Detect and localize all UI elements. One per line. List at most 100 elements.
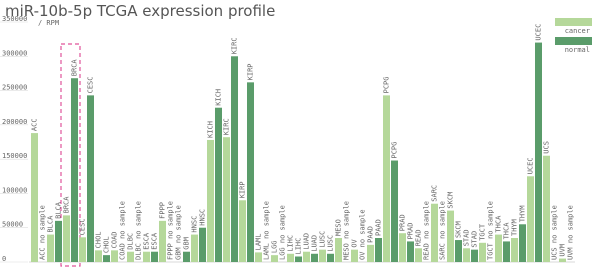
category-name: CESC — [87, 77, 95, 94]
category-name: CHOL — [103, 236, 111, 253]
category-name: TGCT — [487, 242, 495, 260]
bar — [47, 234, 54, 262]
category-name: COAD — [119, 243, 127, 260]
category-name: KICH — [215, 89, 223, 106]
bar-label: THCA — [503, 222, 511, 240]
category-name: STAD — [471, 231, 479, 248]
bar — [391, 160, 398, 262]
category-name: PRAD — [399, 214, 407, 231]
chart-title: miR-10b-5p TCGA expression profile — [5, 2, 275, 20]
bar-label: THYM — [519, 205, 527, 222]
no-sample-note: no sample — [439, 201, 447, 239]
bar-label: TGCT no sample — [487, 201, 495, 260]
bar — [287, 253, 294, 262]
bar-label: PRAD — [399, 214, 407, 231]
category-name: LGG — [271, 240, 279, 253]
category-name: KIRP — [239, 181, 247, 198]
category-name: THCA — [495, 215, 503, 233]
bar-label: CHOL — [103, 236, 111, 253]
category-name: LUAD — [311, 235, 319, 252]
bar — [95, 250, 102, 262]
category-name: KIRC — [231, 37, 239, 54]
category-name: FPPP — [167, 243, 175, 260]
bar — [255, 252, 262, 262]
bar — [319, 249, 326, 262]
category-name: LAML — [263, 243, 271, 260]
category-name: LIHC — [287, 235, 295, 252]
bar — [383, 95, 390, 262]
category-name: LIHC — [295, 238, 303, 255]
bar-label: COAD — [111, 231, 119, 248]
bar-label: KIRP — [247, 63, 255, 80]
bar-label: READ — [415, 229, 423, 246]
bar-label: KIRC — [223, 118, 231, 135]
y-tick-label: 0 — [2, 255, 6, 263]
category-name: BLCA — [55, 201, 63, 219]
bar-label: PAAD — [367, 226, 375, 243]
bar-label: KICH — [215, 89, 223, 106]
bar — [471, 249, 478, 262]
category-name: PRAD — [407, 223, 415, 240]
bar — [335, 238, 342, 262]
category-name: OV — [351, 238, 359, 247]
y-tick-label: 250000 — [2, 84, 27, 92]
category-name: MESO — [343, 243, 351, 260]
bar — [519, 224, 526, 262]
bar — [479, 242, 486, 262]
bar-label: ESCA — [143, 232, 151, 250]
bar — [71, 78, 78, 262]
bar — [295, 256, 302, 262]
y-tick-label: 300000 — [2, 49, 27, 57]
bar-label: UVM — [559, 244, 567, 257]
bar-label: LGG no sample — [279, 205, 287, 260]
bar-label: LAML no sample — [263, 201, 271, 260]
category-name: THYM — [519, 205, 527, 222]
bar-label: HNSC — [199, 209, 207, 226]
y-axis-label: / RPM — [38, 19, 59, 27]
bar-label: BRCA — [71, 59, 79, 77]
bar — [143, 251, 150, 262]
bar-label: STAD — [471, 231, 479, 248]
bar — [455, 240, 462, 262]
category-name: LUAD — [303, 233, 311, 250]
bar — [79, 237, 86, 262]
legend-swatch — [555, 18, 592, 26]
category-name: SARC — [431, 185, 439, 202]
bar-label: STAD — [463, 229, 471, 246]
y-tick-label: 50000 — [2, 221, 23, 229]
bar-label: KIRC — [231, 37, 239, 54]
category-name: BRCA — [71, 59, 79, 77]
category-name: UCEC — [535, 24, 543, 41]
bar — [447, 210, 454, 262]
category-name: READ — [415, 229, 423, 246]
category-name: TGCT — [479, 223, 487, 241]
bar-label: DLBC no sample — [135, 201, 143, 260]
category-name: DLBC — [127, 233, 135, 250]
category-name: DLBC — [135, 243, 143, 260]
bar-label: CESC — [87, 77, 95, 94]
category-name: BRCA — [63, 196, 71, 214]
bar-label: MESO no sample — [343, 201, 351, 260]
bar-label: DLBC — [127, 233, 135, 250]
bar-label: BRCA — [63, 196, 71, 214]
bar-label: CESC — [79, 218, 87, 235]
bar-label: GBM no sample — [175, 205, 183, 260]
bar — [527, 176, 534, 262]
category-name: COAD — [111, 231, 119, 248]
category-name: SKCM — [455, 221, 463, 238]
bar — [87, 95, 94, 262]
bar — [231, 56, 238, 263]
bar-label: UCEC — [527, 157, 535, 174]
category-name: GBM — [175, 247, 183, 260]
category-name: SARC — [439, 243, 447, 260]
bar-label: READ no sample — [423, 201, 431, 260]
bar — [463, 248, 470, 262]
bar-label: LIHC — [287, 235, 295, 252]
category-name: CHOL — [95, 231, 103, 248]
bar-label: THYM — [511, 219, 519, 236]
category-name: PAAD — [367, 226, 375, 243]
no-sample-note: no sample — [39, 205, 47, 243]
bar-label: ESCA — [151, 232, 159, 250]
bar — [215, 107, 222, 262]
